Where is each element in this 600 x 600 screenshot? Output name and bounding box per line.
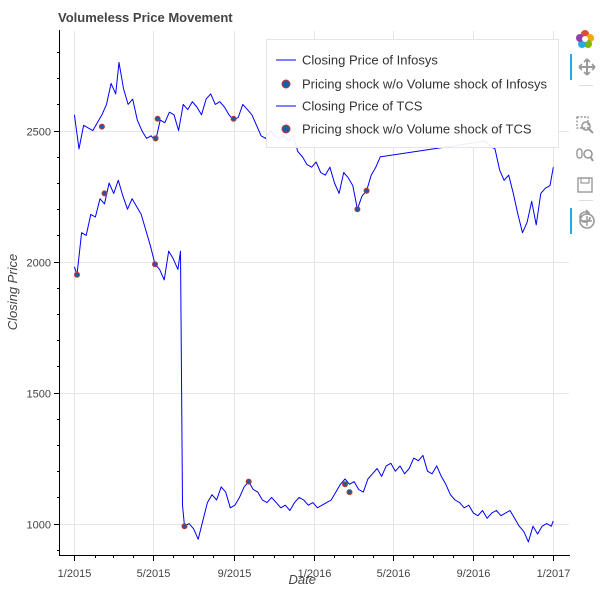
shock-marker[interactable] [74,271,80,278]
legend[interactable]: Closing Price of Infosys Pricing shock w… [266,39,559,148]
legend-item-infosys-shock[interactable]: Pricing shock w/o Volume shock of Infosy… [281,77,547,92]
x-tick-label: 9/2016 [457,568,491,580]
legend-marker-glyph [281,79,291,89]
box-zoom-icon [576,116,594,134]
wheel-zoom-tool[interactable] [570,142,600,168]
shock-marker[interactable] [152,261,158,268]
y-tick-label: 2000 [27,258,51,270]
legend-item-infosys-line[interactable]: Closing Price of Infosys [276,53,438,68]
bokeh-logo[interactable] [570,26,600,52]
x-tick-label: 1/2016 [298,568,332,580]
save-icon [577,177,593,193]
x-axis-ticks: 1/2015 5/2015 9/2015 1/2016 5/2016 9/2016 1/20… [58,555,571,580]
x-tick-label: 5/2016 [377,568,411,580]
legend-label: Pricing shock w/o Volume shock of TCS [302,122,532,137]
shock-marker[interactable] [363,187,370,194]
shock-marker[interactable] [152,135,159,142]
x-axis-title: Date [289,572,316,587]
x-tick-label: 5/2015 [137,568,171,580]
y-axis-title: Closing Price [5,254,20,331]
plot-toolbar [570,26,600,236]
legend-item-tcs-line[interactable]: Closing Price of TCS [276,99,423,114]
shock-marker[interactable] [98,123,105,130]
hover-icon [579,213,595,229]
legend-box [266,39,559,148]
legend-label: Closing Price of TCS [302,99,423,114]
box-zoom-tool[interactable] [570,112,600,138]
hover-tool[interactable] [570,208,600,234]
y-tick-label: 1000 [27,520,51,532]
shock-marker[interactable] [346,489,353,496]
x-tick-label: 1/2017 [537,568,571,580]
shock-marker[interactable] [101,190,108,197]
shock-marker[interactable] [354,206,361,213]
wheel-zoom-icon [576,148,594,162]
y-tick-label: 2500 [27,127,51,139]
shock-marker[interactable] [342,481,348,488]
save-tool[interactable] [570,172,600,198]
shock-marker[interactable] [245,478,252,485]
y-axis-ticks: 1000 1500 2000 2500 [27,52,60,551]
shock-marker[interactable] [230,115,237,122]
shock-marker[interactable] [154,115,161,122]
y-tick-label: 1500 [27,389,51,401]
legend-item-tcs-shock[interactable]: Pricing shock w/o Volume shock of TCS [281,122,532,137]
x-tick-label: 1/2015 [58,568,92,580]
legend-label: Pricing shock w/o Volume shock of Infosy… [302,77,547,92]
legend-marker-glyph [281,124,291,134]
shock-marker[interactable] [181,523,188,530]
bokeh-logo-icon [576,30,594,48]
x-tick-label: 9/2015 [218,568,252,580]
chart-title: Volumeless Price Movement [58,10,233,25]
pan-tool[interactable] [570,54,600,80]
legend-label: Closing Price of Infosys [302,53,438,68]
pan-icon [578,58,596,76]
series-line [73,179,554,543]
